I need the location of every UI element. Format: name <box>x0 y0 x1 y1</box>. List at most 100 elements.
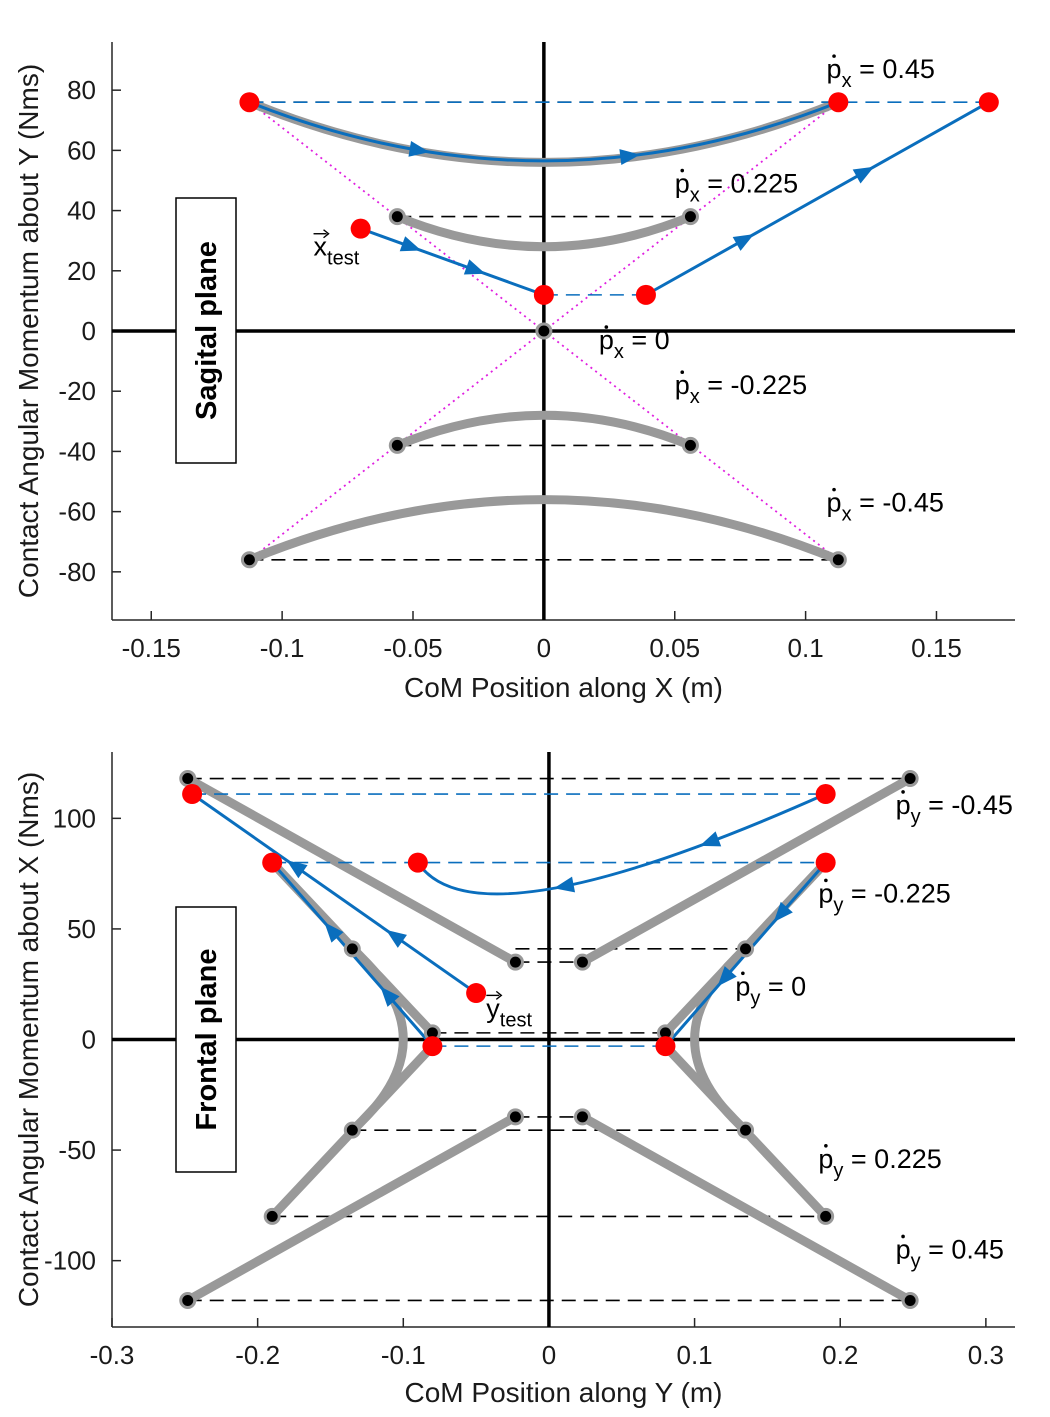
y-tick-label: 40 <box>67 196 96 226</box>
x-axis-label: CoM Position along Y (m) <box>405 1377 723 1408</box>
derivative-dot <box>832 54 836 58</box>
x-tick-label: 0 <box>537 633 551 663</box>
black-point <box>573 953 591 971</box>
red-point <box>407 852 428 873</box>
y-tick-label: 50 <box>67 914 96 944</box>
annotation-p-y: py = 0.45 <box>896 1234 1004 1272</box>
x-tick-label: 0.15 <box>911 633 962 663</box>
x-tick-label: -0.05 <box>383 633 442 663</box>
trajectory-arrow <box>408 140 430 157</box>
panel-1: -0.15 -0.1 -0.05 0 0.05 0.1 0.15 -80 -60 -40 -20 0 2… <box>13 42 1015 703</box>
derivative-dot <box>901 1234 905 1239</box>
red-point <box>635 284 656 305</box>
x-tick-label: -0.1 <box>260 633 305 663</box>
gray-curve <box>577 1112 915 1305</box>
annotation-p-x: px = -0.45 <box>827 488 944 526</box>
gray-curve <box>392 212 695 252</box>
red-point <box>815 784 836 805</box>
black-point <box>388 436 406 454</box>
y-axis-label: Contact Angular Momentum about X (Nms) <box>13 772 44 1307</box>
red-point <box>182 784 203 805</box>
black-point <box>240 551 258 569</box>
black-point <box>901 1291 919 1309</box>
trajectory-arrow <box>773 901 793 923</box>
red-point <box>828 92 849 113</box>
x-tick-label: 0 <box>542 1340 556 1370</box>
gray-curve <box>392 410 695 450</box>
x-tick-label: -0.2 <box>235 1340 280 1370</box>
y-tick-label: 0 <box>82 1025 96 1055</box>
y-axis-label: Contact Angular Momentum about Y (Nms) <box>13 64 44 598</box>
annotation-p-y: py = 0 <box>735 971 806 1009</box>
y-tick-label: 0 <box>82 316 96 346</box>
derivative-dot <box>680 168 685 173</box>
trajectory-arrow <box>286 860 308 879</box>
blue-trajectory <box>191 792 477 995</box>
black-point <box>263 1207 281 1225</box>
y-tick-label: -20 <box>58 376 96 406</box>
red-point <box>239 92 260 113</box>
trajectory-arrow <box>385 929 407 948</box>
x-tick-label: -0.1 <box>381 1340 426 1370</box>
red-point <box>350 218 371 239</box>
plane-label-box <box>175 197 237 464</box>
black-point <box>179 770 197 788</box>
trajectory-arrow <box>380 986 400 1007</box>
annotation-p-x: px = 0.225 <box>675 169 798 207</box>
black-point <box>573 1108 591 1126</box>
y-tick-label: -40 <box>58 436 96 466</box>
annotation-x-test: xtest <box>314 232 360 270</box>
black-point <box>179 1291 197 1309</box>
red-point <box>815 852 836 873</box>
black-point <box>817 1207 835 1225</box>
red-point <box>262 852 283 873</box>
black-point <box>737 1121 755 1139</box>
trajectory-arrow <box>732 234 755 251</box>
black-point <box>535 322 553 340</box>
red-point <box>422 1036 443 1057</box>
y-tick-label: -80 <box>58 557 96 587</box>
plane-label-box <box>175 906 237 1173</box>
annotation-p-y: py = -0.225 <box>818 878 950 916</box>
black-point <box>681 436 699 454</box>
y-tick-label: 80 <box>67 75 96 105</box>
x-tick-label: 0.1 <box>677 1340 713 1370</box>
gray-curve <box>183 774 520 967</box>
black-point <box>737 940 755 958</box>
annotation-p-x: px = -0.225 <box>675 370 807 408</box>
gray-curve <box>183 1112 520 1305</box>
annotation-p-x: px = 0 <box>599 325 670 363</box>
x-tick-label: 0.1 <box>788 633 824 663</box>
red-point <box>978 92 999 113</box>
blue-trajectory <box>248 100 839 163</box>
derivative-dot <box>741 971 745 976</box>
black-point <box>829 551 847 569</box>
black-point <box>343 940 361 958</box>
trajectory-arrow <box>619 149 641 166</box>
panel-2: -0.3 -0.2 -0.1 0 0.1 0.2 0.3 -100 -50 0 50 100 CoM P… <box>13 752 1015 1408</box>
trajectory-arrow <box>699 831 722 847</box>
blue-trajectory <box>645 100 990 297</box>
annotation-y-test: ytest <box>486 993 532 1031</box>
annotation-p-x: px = 0.45 <box>827 54 935 92</box>
derivative-dot <box>824 1143 828 1148</box>
trajectory-arrow <box>852 166 875 184</box>
x-tick-label: -0.3 <box>90 1340 135 1370</box>
annotation-p-y: py = 0.225 <box>818 1144 941 1182</box>
red-point <box>466 983 487 1004</box>
x-tick-label: 0.05 <box>649 633 700 663</box>
y-tick-label: -60 <box>58 497 96 527</box>
x-axis-label: CoM Position along X (m) <box>404 672 723 703</box>
plane-label: Frontal plane <box>191 948 223 1130</box>
trajectory-arrow <box>553 876 576 893</box>
y-tick-label: -50 <box>58 1135 96 1165</box>
vector-arrow-head <box>495 990 503 1000</box>
x-tick-label: 0.3 <box>968 1340 1004 1370</box>
red-point <box>533 284 554 305</box>
x-tick-label: -0.15 <box>122 633 181 663</box>
y-tick-label: 100 <box>53 803 96 833</box>
plane-label: Sagital plane <box>191 241 223 420</box>
annotation-p-y: py = -0.45 <box>896 790 1013 828</box>
derivative-dot <box>824 878 828 883</box>
